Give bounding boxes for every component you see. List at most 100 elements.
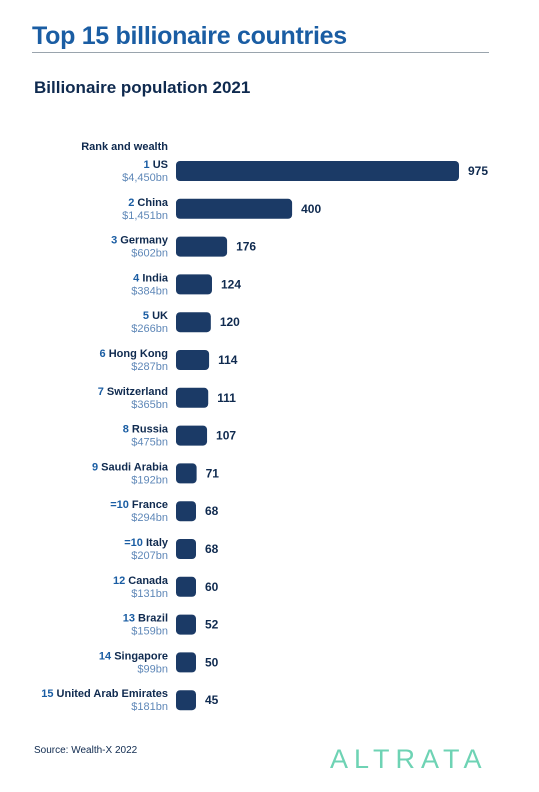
- country-label: 15 United Arab Emirates: [41, 688, 168, 700]
- bar-row-france: =10 France$294bn 68: [110, 499, 218, 524]
- value-label: 45: [205, 693, 219, 707]
- country-label: 3 Germany: [111, 235, 169, 247]
- value-label: 124: [221, 277, 241, 291]
- country-label: =10 France: [110, 499, 168, 511]
- value-label: 975: [468, 164, 488, 178]
- bar-brazil: [176, 614, 196, 635]
- bar-switzerland: [176, 387, 209, 408]
- country-name: US: [150, 159, 168, 171]
- wealth-label: $475bn: [131, 437, 168, 449]
- bar-india: [176, 274, 212, 295]
- chart-subtitle: Billionaire population 2021: [34, 78, 251, 97]
- bar-saudi-arabia: [176, 463, 197, 484]
- bar-row-china: 2 China$1,451bn 400: [122, 197, 321, 222]
- wealth-label: $266bn: [131, 323, 168, 335]
- bar-canada: [176, 576, 196, 597]
- wealth-label: $159bn: [131, 626, 168, 638]
- rank-label: 4: [133, 272, 140, 284]
- source-note: Source: Wealth-X 2022: [34, 745, 138, 756]
- wealth-label: $4,450bn: [122, 172, 168, 184]
- title-divider: [32, 52, 489, 53]
- country-label: 8 Russia: [123, 424, 169, 436]
- country-name: Germany: [117, 235, 169, 247]
- rank-label: 1: [144, 159, 150, 171]
- country-name: Switzerland: [104, 386, 168, 398]
- rank-label: 8: [123, 424, 129, 436]
- bar-row-uk: 5 UK$266bn 120: [131, 310, 240, 335]
- wealth-label: $1,451bn: [122, 210, 168, 222]
- bar-row-india: 4 India$384bn 124: [131, 272, 241, 297]
- rank-label: 13: [123, 613, 135, 625]
- country-label: 9 Saudi Arabia: [92, 461, 169, 473]
- bar-italy: [176, 539, 196, 559]
- country-label: 4 India: [133, 272, 169, 284]
- wealth-label: $602bn: [131, 248, 168, 260]
- country-label: =10 Italy: [124, 537, 169, 549]
- bar-hong-kong: [176, 350, 210, 370]
- bar-china: [176, 198, 293, 219]
- country-name: Canada: [125, 575, 169, 587]
- country-name: United Arab Emirates: [53, 688, 168, 700]
- bar-row-switzerland: 7 Switzerland$365bn 111: [98, 386, 237, 411]
- value-label: 68: [205, 504, 219, 518]
- bar-row-canada: 12 Canada$131bn 60: [113, 575, 219, 600]
- country-label: 5 UK: [143, 310, 168, 322]
- page-title: Top 15 billionaire countries: [32, 22, 347, 50]
- wealth-label: $131bn: [131, 588, 168, 600]
- country-name: UK: [149, 310, 168, 322]
- wealth-label: $384bn: [131, 285, 168, 297]
- value-label: 68: [205, 542, 219, 556]
- bar-singapore: [176, 652, 196, 673]
- wealth-label: $192bn: [131, 474, 168, 486]
- value-label: 71: [206, 466, 220, 480]
- country-name: France: [129, 499, 168, 511]
- bar-row-united-arab-emirates: 15 United Arab Emirates$181bn 45: [41, 688, 218, 713]
- country-name: Hong Kong: [106, 348, 168, 360]
- rank-label: 12: [113, 575, 125, 587]
- value-label: 107: [216, 429, 236, 443]
- country-label: 12 Canada: [113, 575, 169, 587]
- bar-germany: [176, 236, 228, 257]
- bar-row-brazil: 13 Brazil$159bn 52: [123, 613, 219, 638]
- country-name: Saudi Arabia: [98, 461, 169, 473]
- value-label: 176: [236, 240, 256, 254]
- country-label: 13 Brazil: [123, 613, 168, 625]
- rank-label: 15: [41, 688, 53, 700]
- country-name: Singapore: [111, 650, 168, 662]
- wealth-label: $181bn: [131, 701, 168, 713]
- country-name: Italy: [143, 537, 169, 549]
- value-label: 50: [205, 655, 219, 669]
- country-label: 14 Singapore: [99, 650, 168, 662]
- wealth-label: $294bn: [131, 512, 168, 524]
- rank-label: 3: [111, 235, 117, 247]
- rank-label: =10: [110, 499, 129, 511]
- bar-france: [176, 501, 196, 522]
- rank-label: 5: [143, 310, 149, 322]
- bar-row-singapore: 14 Singapore$99bn 50: [99, 650, 219, 675]
- rank-label: 2: [128, 197, 134, 209]
- value-label: 114: [218, 353, 238, 367]
- bar-united-arab-emirates: [176, 690, 196, 711]
- rank-wealth-header: Rank and wealth: [81, 141, 168, 153]
- bar-russia: [176, 425, 208, 446]
- bar-row-germany: 3 Germany$602bn 176: [111, 235, 256, 260]
- country-name: India: [139, 272, 169, 284]
- value-label: 400: [301, 202, 321, 216]
- value-label: 60: [205, 580, 219, 594]
- wealth-label: $207bn: [131, 550, 168, 562]
- bar-row-russia: 8 Russia$475bn 107: [123, 424, 237, 449]
- country-name: China: [134, 197, 168, 209]
- value-label: 111: [217, 391, 236, 405]
- wealth-label: $365bn: [131, 399, 168, 411]
- bar-row-saudi-arabia: 9 Saudi Arabia$192bn 71: [92, 461, 219, 486]
- country-label: 2 China: [128, 197, 169, 209]
- bar-uk: [176, 312, 211, 333]
- bar-row-italy: =10 Italy$207bn 68: [124, 537, 218, 562]
- wealth-label: $287bn: [131, 361, 168, 373]
- country-name: Brazil: [135, 613, 168, 625]
- country-label: 1 US: [144, 159, 168, 171]
- rank-label: 14: [99, 650, 112, 662]
- rank-label: =10: [124, 537, 143, 549]
- bar-row-hong-kong: 6 Hong Kong$287bn 114: [100, 348, 238, 373]
